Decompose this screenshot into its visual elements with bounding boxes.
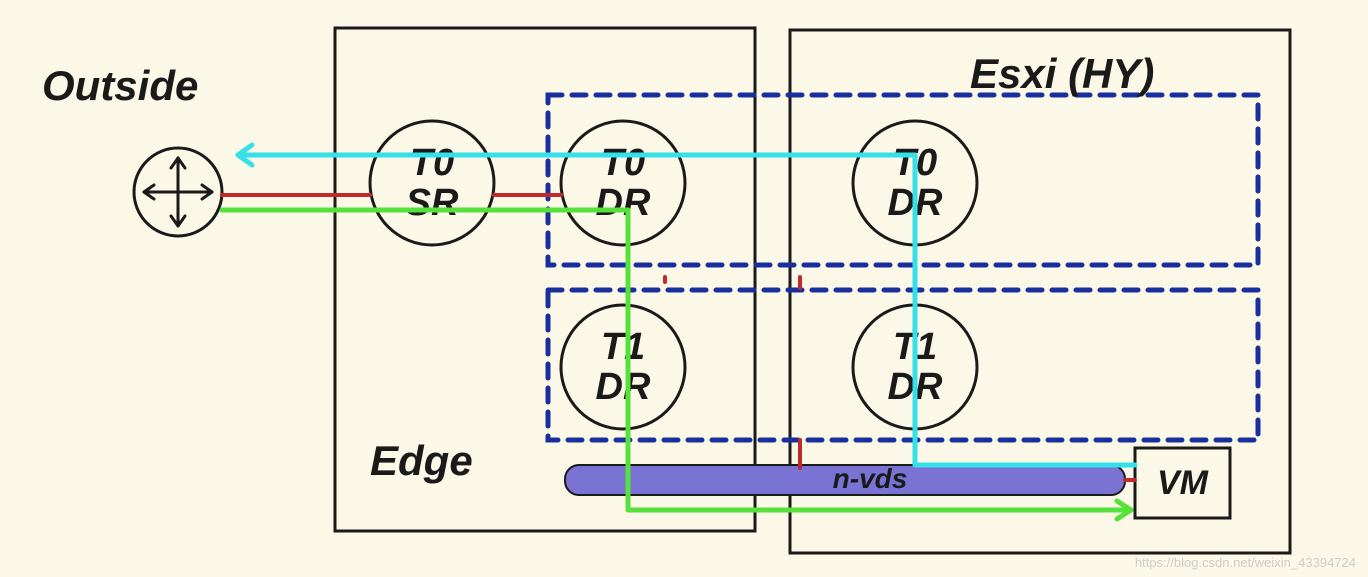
svg-text:Esxi (HY): Esxi (HY) bbox=[970, 50, 1154, 97]
svg-text:Outside: Outside bbox=[42, 62, 198, 109]
svg-text:VM: VM bbox=[1157, 464, 1209, 502]
svg-text:n-vds: n-vds bbox=[833, 463, 908, 494]
svg-text:T0: T0 bbox=[601, 142, 645, 184]
svg-text:T0: T0 bbox=[410, 142, 454, 184]
watermark-text: https://blog.csdn.net/weixin_43394724 bbox=[1135, 555, 1356, 570]
svg-text:DR: DR bbox=[596, 366, 651, 408]
svg-text:T1: T1 bbox=[601, 326, 645, 368]
svg-text:Edge: Edge bbox=[370, 437, 473, 484]
svg-text:DR: DR bbox=[596, 182, 651, 224]
svg-text:SR: SR bbox=[406, 182, 459, 224]
